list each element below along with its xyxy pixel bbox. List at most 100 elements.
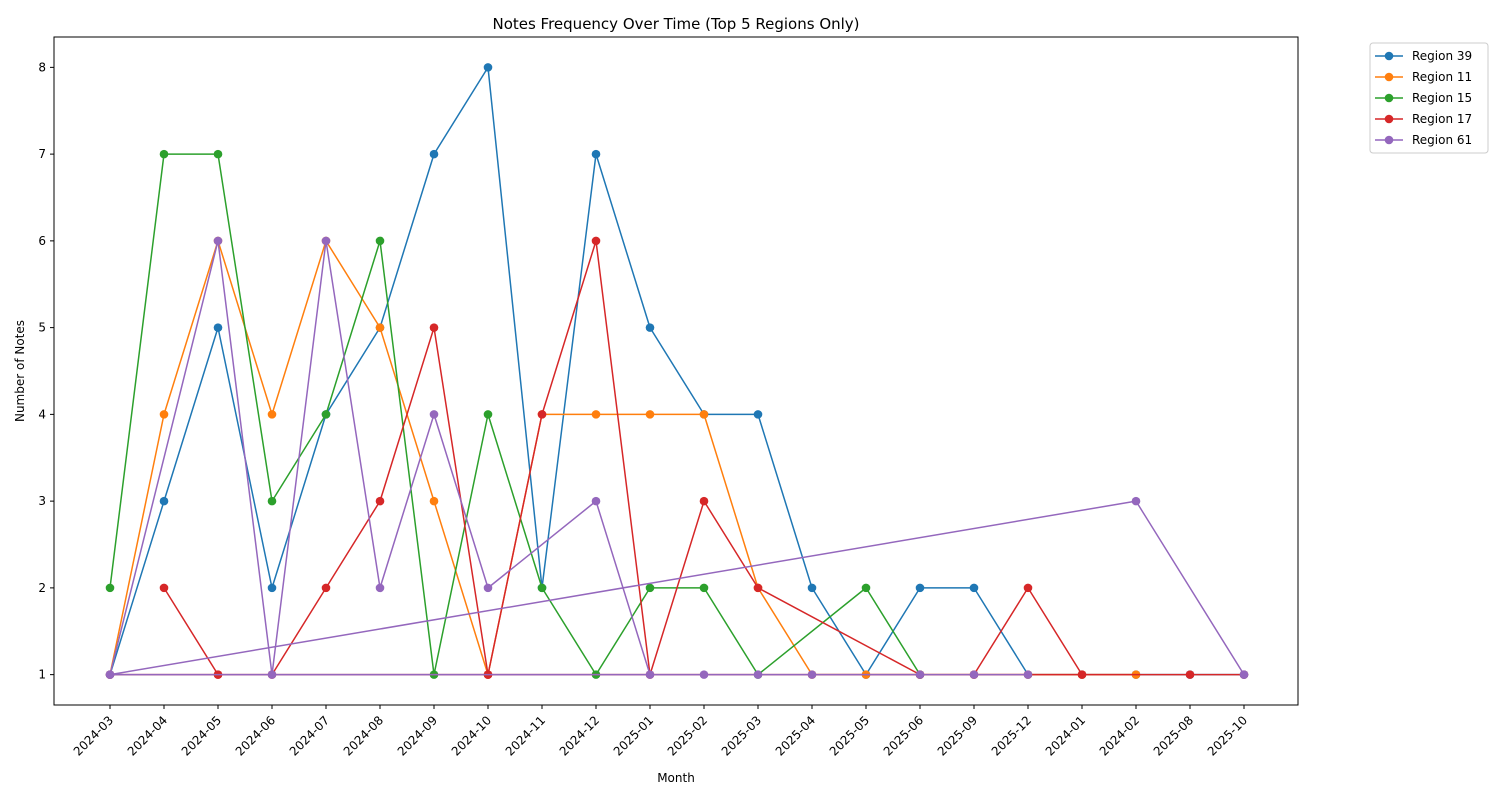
data-point <box>375 583 385 593</box>
data-point <box>1023 583 1033 593</box>
data-point <box>591 149 601 159</box>
data-point <box>159 496 169 506</box>
x-tick-label: 2025-12 <box>989 713 1034 758</box>
data-point <box>1131 496 1141 506</box>
legend-marker <box>1384 114 1394 124</box>
x-tick-label: 2025-09 <box>935 713 980 758</box>
data-point <box>321 236 331 246</box>
data-point <box>969 670 979 679</box>
legend-label: Region 11 <box>1412 70 1472 84</box>
y-tick-label: 2 <box>38 581 46 595</box>
data-point <box>1185 670 1195 679</box>
data-point <box>429 410 439 419</box>
x-tick-label: 2025-01 <box>611 713 656 758</box>
data-point <box>267 496 277 506</box>
data-point <box>267 410 277 419</box>
data-point <box>699 496 709 506</box>
x-tick-label: 2024-03 <box>71 713 116 758</box>
data-point <box>429 323 439 332</box>
x-tick-label: 2025-02 <box>665 713 710 758</box>
data-point <box>807 670 817 679</box>
data-point <box>591 410 601 419</box>
data-point <box>267 583 277 593</box>
data-point <box>105 670 115 679</box>
legend-marker <box>1384 72 1394 82</box>
data-point <box>159 410 169 419</box>
data-point <box>105 583 115 593</box>
data-point <box>537 583 547 593</box>
legend: Region 39 Region 11 Region 15 Region 17 Regi… <box>1369 42 1489 154</box>
data-point <box>699 583 709 593</box>
data-point <box>483 410 493 419</box>
y-tick-label: 5 <box>38 321 46 335</box>
data-point <box>159 149 169 159</box>
data-point <box>375 236 385 246</box>
legend-marker <box>1384 93 1394 103</box>
series-region-61 <box>105 236 1249 679</box>
data-point <box>915 670 925 679</box>
x-tick-label: 2025-05 <box>827 713 872 758</box>
data-point <box>1077 670 1087 679</box>
y-tick-label: 7 <box>38 147 46 161</box>
series-region-17 <box>105 236 1249 679</box>
x-tick-label: 2024-02 <box>1097 713 1142 758</box>
data-point <box>159 583 169 593</box>
x-tick-label: 2025-03 <box>719 713 764 758</box>
data-point <box>591 496 601 506</box>
data-point <box>321 583 331 593</box>
legend-label: Region 15 <box>1412 91 1472 105</box>
y-axis: 1 2 3 4 5 6 7 8 <box>38 60 54 682</box>
x-tick-label: 2024-04 <box>125 713 170 758</box>
x-tick-label: 2024-11 <box>503 713 548 758</box>
data-point <box>483 583 493 593</box>
series-line <box>109 66 1244 676</box>
x-tick-label: 2024-10 <box>449 713 494 758</box>
data-point <box>429 496 439 506</box>
y-axis-label: Number of Notes <box>13 320 27 422</box>
data-point <box>861 583 871 593</box>
x-axis: 2024-03 2024-04 2024-05 2024-06 2024-07 2024-… <box>71 705 1250 759</box>
y-tick-label: 6 <box>38 234 46 248</box>
data-point <box>537 410 547 419</box>
data-point <box>375 496 385 506</box>
legend-marker <box>1384 135 1394 145</box>
data-point <box>267 670 277 679</box>
x-tick-label: 2024-05 <box>179 713 224 758</box>
series-line <box>109 153 921 676</box>
data-point <box>321 410 331 419</box>
data-point <box>699 670 709 679</box>
x-tick-label: 2025-10 <box>1205 713 1250 758</box>
x-tick-label: 2024-08 <box>341 713 386 758</box>
data-point <box>753 670 763 679</box>
data-point <box>483 63 493 72</box>
data-point <box>213 236 223 246</box>
legend-marker <box>1384 51 1394 61</box>
series-layer <box>105 63 1249 679</box>
data-point <box>591 236 601 246</box>
plot-area-frame <box>53 36 1299 706</box>
data-point <box>645 323 655 332</box>
y-tick-label: 4 <box>38 407 46 421</box>
data-point <box>915 583 925 593</box>
legend-label: Region 39 <box>1412 49 1472 63</box>
series-line <box>109 240 1245 676</box>
data-point <box>645 583 655 593</box>
data-point <box>213 323 223 332</box>
data-point <box>807 583 817 593</box>
x-tick-label: 2025-06 <box>881 713 926 758</box>
x-tick-label: 2024-07 <box>287 713 332 758</box>
y-tick-label: 3 <box>38 494 46 508</box>
legend-label: Region 61 <box>1412 133 1472 147</box>
data-point <box>1239 670 1249 679</box>
data-point <box>1023 670 1033 679</box>
data-point <box>969 583 979 593</box>
data-point <box>213 149 223 159</box>
data-point <box>645 670 655 679</box>
x-tick-label: 2025-08 <box>1151 713 1196 758</box>
chart-title: Notes Frequency Over Time (Top 5 Regions… <box>492 15 859 33</box>
data-point <box>375 323 385 332</box>
x-tick-label: 2025-04 <box>773 713 818 758</box>
series-region-15 <box>105 149 925 679</box>
